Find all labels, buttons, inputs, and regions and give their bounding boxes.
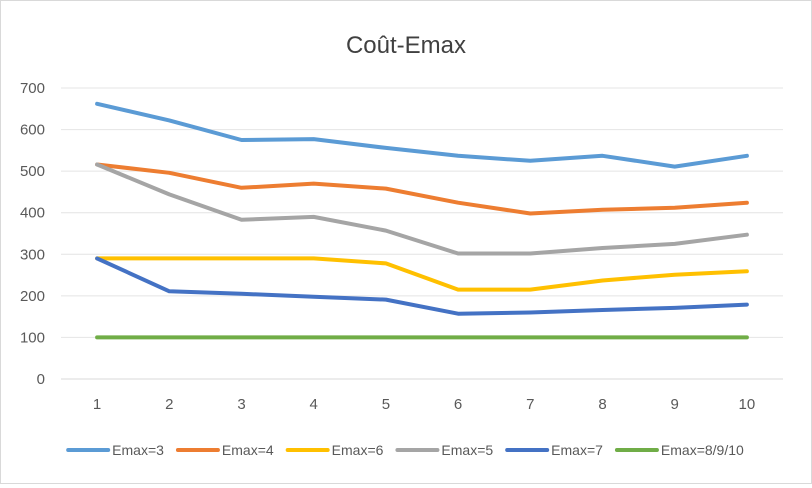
legend-label: Emax=8/9/10 (661, 442, 744, 458)
x-tick-label: 5 (382, 396, 390, 413)
legend-label: Emax=7 (551, 442, 603, 458)
series-line (95, 256, 749, 292)
x-tick-label: 2 (165, 396, 173, 413)
x-tick-label: 6 (454, 396, 462, 413)
legend-label: Emax=3 (112, 442, 164, 458)
series-line (95, 162, 749, 216)
x-tick-label: 9 (671, 396, 679, 413)
series-line (95, 162, 749, 256)
y-tick-label: 300 (20, 246, 45, 263)
legend-item: Emax=6 (285, 442, 384, 458)
x-tick-label: 7 (526, 396, 534, 413)
legend-label: Emax=4 (222, 442, 274, 458)
legend-item: Emax=5 (395, 442, 493, 458)
x-tick-label: 4 (310, 396, 318, 413)
legend-item: Emax=8/9/10 (614, 442, 744, 458)
series-line (95, 256, 749, 316)
y-tick-label: 400 (20, 205, 45, 222)
y-tick-label: 200 (20, 288, 45, 305)
legend-label: Emax=5 (441, 442, 493, 458)
legend-label: Emax=6 (332, 442, 384, 458)
series-lines (95, 101, 749, 340)
gridlines (61, 87, 783, 380)
legend: Emax=3 Emax=4 Emax=6 Emax=5 Emax=7 Emax=8/9/1… (66, 442, 744, 458)
y-tick-label: 600 (20, 122, 45, 139)
y-tick-label: 0 (37, 371, 45, 388)
x-tick-label: 3 (237, 396, 245, 413)
legend-item: Emax=4 (175, 442, 274, 458)
x-axis: 1 2 3 4 5 6 7 8 9 10 (93, 396, 755, 413)
y-tick-label: 500 (20, 163, 45, 180)
y-axis: 0 100 200 300 400 500 600 700 (20, 80, 45, 388)
legend-item: Emax=7 (505, 442, 603, 458)
x-tick-label: 8 (598, 396, 606, 413)
y-tick-label: 100 (20, 329, 45, 346)
series-line (95, 101, 749, 169)
chart-title: Coût-Emax (346, 32, 466, 59)
legend-item: Emax=3 (66, 442, 164, 458)
x-tick-label: 1 (93, 396, 101, 413)
x-tick-label: 10 (739, 396, 756, 413)
y-tick-label: 700 (20, 80, 45, 97)
